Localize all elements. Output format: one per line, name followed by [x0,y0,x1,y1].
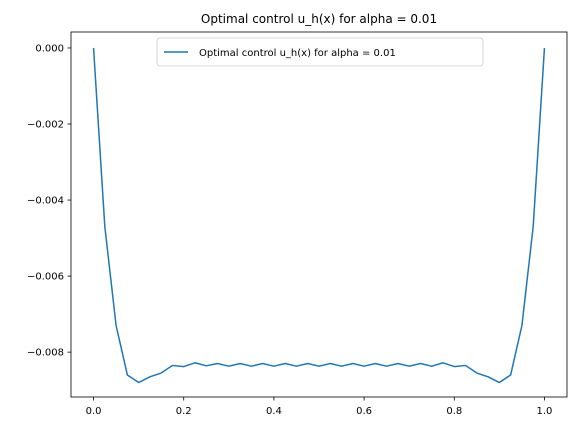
y-tick-label: −0.008 [27,348,64,359]
x-tick-label: 0.6 [356,406,372,417]
y-tick-label: −0.002 [27,120,64,131]
y-tick-label: 0.000 [35,43,64,54]
x-tick-label: 0.2 [176,406,192,417]
x-tick-label: 0.4 [266,406,282,417]
y-tick-label: −0.004 [27,196,64,207]
x-tick-label: 0.8 [446,406,462,417]
plot-area: 0.0 0.2 0.4 0.6 0.8 1.0 0.000 −0.002 −0.004 −0.00… [27,43,552,417]
legend-label: Optimal control u_h(x) for alpha = 0.01 [199,48,396,59]
legend-box [156,37,484,67]
series-line-0 [92,47,546,384]
axes-frame [70,31,568,398]
y-tick-label: −0.006 [27,272,64,283]
chart-title: Optimal control u_h(x) for alpha = 0.01 [201,12,437,26]
x-tick-label: 0.0 [86,406,102,417]
x-tick-label: 1.0 [537,406,553,417]
legend: Optimal control u_h(x) for alpha = 0.01 [156,37,484,67]
